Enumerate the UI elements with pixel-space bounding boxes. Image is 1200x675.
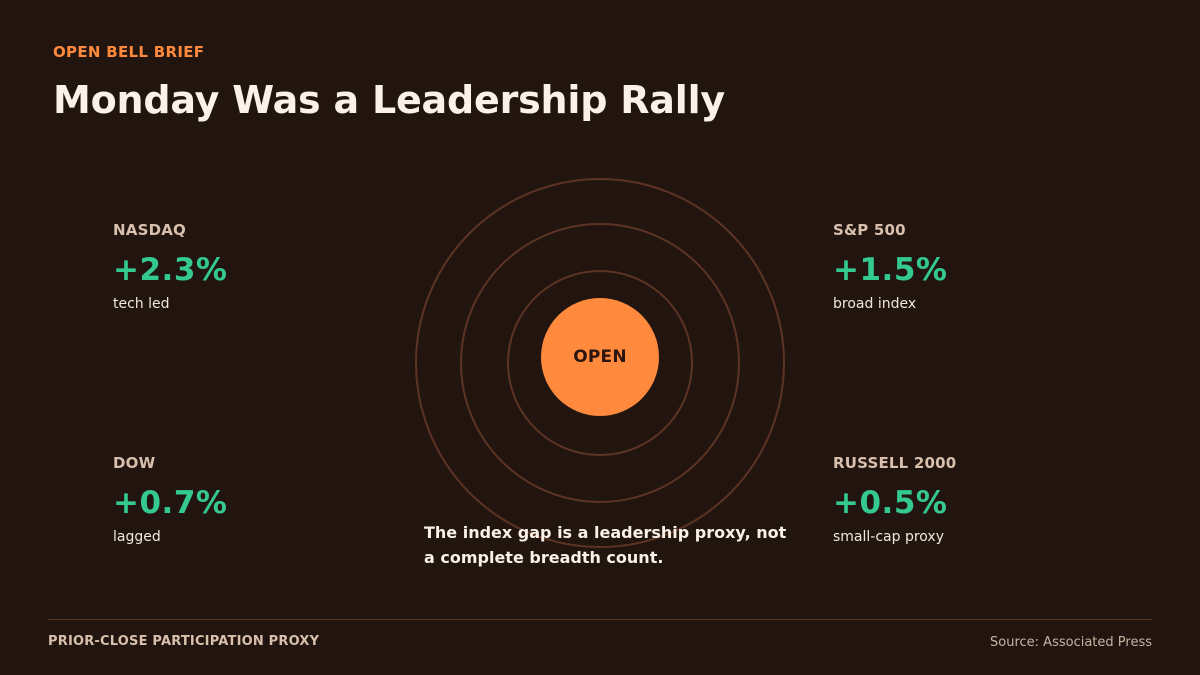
- page-title: Monday Was a Leadership Rally: [53, 78, 725, 122]
- metric-value: +1.5%: [833, 252, 948, 288]
- eyebrow-label: OPEN BELL BRIEF: [53, 43, 205, 61]
- metric-value: +0.7%: [113, 485, 228, 521]
- metric-russell-2000: RUSSELL 2000 +0.5% small-cap proxy: [833, 454, 1093, 545]
- metric-note: tech led: [113, 296, 170, 312]
- outer-ring: [415, 178, 785, 548]
- footer-divider: [48, 619, 1152, 620]
- metric-value: +2.3%: [113, 252, 228, 288]
- metric-label: DOW: [113, 454, 156, 472]
- footer-label: PRIOR-CLOSE PARTICIPATION PROXY: [48, 634, 320, 649]
- inner-ring: [507, 270, 693, 456]
- metric-sp500: S&P 500 +1.5% broad index: [833, 221, 1093, 312]
- middle-ring: [460, 223, 740, 503]
- concentric-rings: OPEN: [415, 178, 785, 548]
- metric-label: S&P 500: [833, 221, 906, 239]
- metric-nasdaq: NASDAQ +2.3% tech led: [113, 221, 373, 312]
- metric-note: broad index: [833, 296, 917, 312]
- metric-value: +0.5%: [833, 485, 948, 521]
- caption-text: The index gap is a leadership proxy, not…: [424, 523, 787, 567]
- metric-note: small-cap proxy: [833, 529, 944, 545]
- open-center-circle: OPEN: [541, 298, 659, 416]
- metric-note: lagged: [113, 529, 161, 545]
- metric-label: NASDAQ: [113, 221, 186, 239]
- metric-dow: DOW +0.7% lagged: [113, 454, 373, 545]
- source-credit: Source: Associated Press: [990, 635, 1152, 650]
- center-label: OPEN: [573, 347, 627, 367]
- metric-label: RUSSELL 2000: [833, 454, 957, 472]
